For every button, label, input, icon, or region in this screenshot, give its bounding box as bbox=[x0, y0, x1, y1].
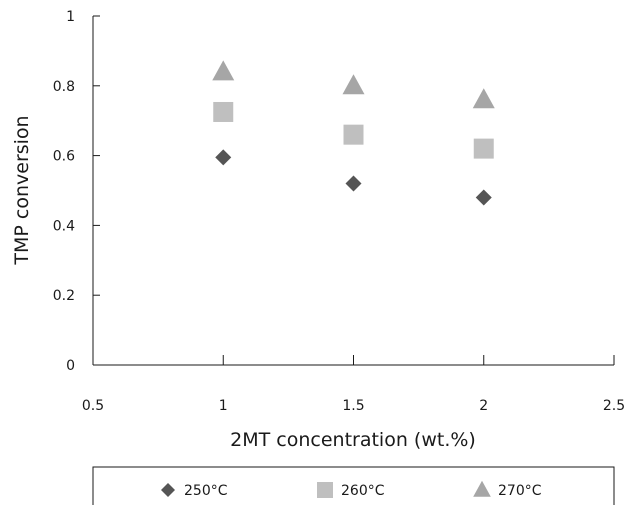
legend-label: 270°C bbox=[498, 483, 542, 499]
data-point-triangle bbox=[342, 74, 365, 95]
x-tick-label: 1.5 bbox=[342, 398, 364, 414]
data-point-triangle bbox=[212, 60, 235, 81]
x-tick-label: 2 bbox=[479, 398, 488, 414]
legend-marker-triangle bbox=[473, 480, 491, 497]
y-tick-label: 0.4 bbox=[53, 218, 75, 234]
y-tick-label: 0 bbox=[66, 358, 75, 374]
legend-frame bbox=[92, 466, 615, 505]
legend-marker-square bbox=[317, 482, 333, 498]
y-tick-label: 0.8 bbox=[53, 79, 75, 95]
x-axis-title: 2MT concentration (wt.%) bbox=[230, 429, 476, 451]
x-tick-label: 0.5 bbox=[82, 398, 104, 414]
data-point-diamond bbox=[215, 149, 232, 166]
data-point-square bbox=[343, 124, 364, 145]
y-ticks: 0 0.2 0.4 0.6 0.8 1 bbox=[53, 9, 100, 374]
data-point-diamond bbox=[345, 175, 362, 192]
x-tick-label: 2.5 bbox=[603, 398, 625, 414]
x-ticks: 0.5 1 1.5 2 2.5 bbox=[82, 355, 625, 414]
x-tick-label: 1 bbox=[219, 398, 228, 414]
legend-items: 250°C 260°C 270°C bbox=[161, 480, 542, 499]
legend: 250°C 260°C 270°C bbox=[92, 466, 615, 505]
y-axis-title: TMP conversion bbox=[11, 115, 33, 265]
y-tick-label: 0.2 bbox=[53, 288, 75, 304]
y-tick-label: 0.6 bbox=[53, 149, 75, 165]
data-point-square bbox=[213, 101, 234, 122]
data-points bbox=[212, 60, 495, 206]
data-point-square bbox=[473, 138, 494, 159]
legend-marker-diamond bbox=[161, 483, 175, 497]
data-point-triangle bbox=[472, 88, 495, 109]
legend-label: 250°C bbox=[184, 483, 228, 499]
y-tick-label: 1 bbox=[66, 9, 75, 25]
data-point-diamond bbox=[475, 189, 492, 206]
legend-label: 260°C bbox=[341, 483, 385, 499]
